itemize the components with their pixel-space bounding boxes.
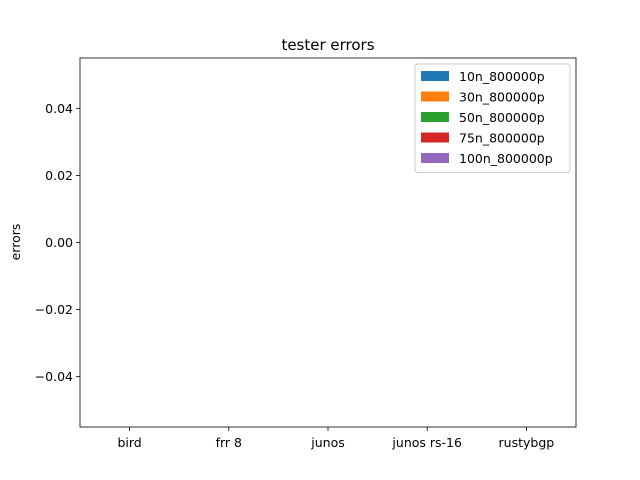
y-tick-label: 0.02 (45, 168, 73, 183)
legend-swatch (421, 153, 449, 163)
y-tick-label: 0.00 (45, 235, 73, 250)
y-axis-label: errors (8, 224, 23, 261)
legend-label: 10n_800000p (459, 69, 545, 84)
x-tick-label: bird (117, 435, 141, 450)
x-tick-label: rustybgp (499, 435, 555, 450)
y-tick-label: −0.04 (35, 369, 73, 384)
y-tick-label: −0.02 (35, 302, 73, 317)
legend: 10n_800000p 30n_800000p 50n_800000p 75n_800… (414, 63, 571, 173)
y-axis: −0.04 −0.02 0.00 0.02 0.04 (35, 101, 80, 384)
x-tick-label: junos rs-16 (391, 435, 462, 450)
legend-swatch (421, 132, 449, 143)
x-axis: bird frr 8 junos junos rs-16 rustybgp (117, 427, 554, 450)
legend-label: 50n_800000p (459, 110, 545, 125)
legend-box (414, 63, 571, 173)
legend-swatch (421, 112, 449, 122)
y-tick-label: 0.04 (45, 101, 73, 116)
legend-label: 30n_800000p (459, 90, 545, 105)
legend-swatch (421, 91, 449, 102)
x-tick-label: junos (310, 435, 344, 450)
chart-title: tester errors (281, 36, 374, 54)
legend-label: 75n_800000p (459, 131, 545, 146)
x-tick-label: frr 8 (216, 435, 242, 450)
legend-label: 100n_800000p (459, 151, 553, 166)
legend-swatch (421, 71, 449, 81)
